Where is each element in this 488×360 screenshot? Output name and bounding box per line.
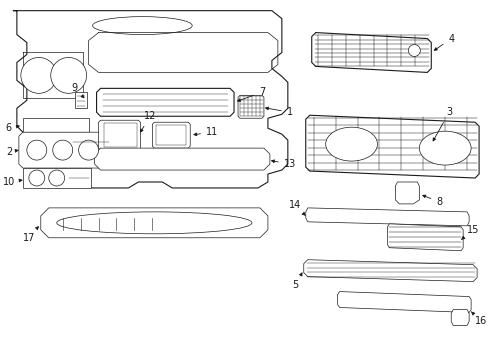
Polygon shape: [305, 115, 478, 178]
Polygon shape: [305, 208, 468, 226]
Ellipse shape: [419, 131, 470, 165]
Text: 6: 6: [6, 123, 19, 133]
Circle shape: [29, 170, 45, 186]
Text: 5: 5: [292, 273, 302, 289]
Text: 8: 8: [422, 195, 442, 207]
Polygon shape: [75, 92, 86, 108]
Polygon shape: [23, 168, 90, 188]
Text: 11: 11: [193, 127, 218, 137]
Polygon shape: [19, 132, 112, 168]
Polygon shape: [303, 260, 476, 282]
Polygon shape: [395, 182, 419, 204]
Circle shape: [21, 58, 57, 93]
Circle shape: [27, 140, 47, 160]
Ellipse shape: [325, 127, 377, 161]
Polygon shape: [99, 120, 140, 150]
Text: 15: 15: [461, 225, 478, 239]
Polygon shape: [13, 11, 287, 188]
Text: 16: 16: [470, 312, 486, 327]
Text: 13: 13: [271, 159, 295, 169]
Polygon shape: [94, 148, 269, 170]
Text: 3: 3: [432, 107, 451, 141]
Text: 2: 2: [6, 147, 18, 157]
Text: 9: 9: [71, 84, 84, 98]
Text: 7: 7: [237, 87, 264, 102]
Polygon shape: [41, 208, 267, 238]
Polygon shape: [152, 122, 190, 148]
Polygon shape: [386, 224, 462, 251]
Text: 14: 14: [288, 200, 305, 215]
Polygon shape: [23, 118, 88, 132]
Text: 17: 17: [22, 227, 38, 243]
Ellipse shape: [92, 17, 192, 35]
Circle shape: [51, 58, 86, 93]
Polygon shape: [311, 32, 430, 72]
Polygon shape: [337, 292, 470, 312]
Circle shape: [53, 140, 73, 160]
Polygon shape: [96, 88, 234, 116]
Polygon shape: [450, 310, 468, 325]
Text: 4: 4: [433, 33, 453, 50]
Circle shape: [407, 45, 420, 57]
Circle shape: [49, 170, 64, 186]
Ellipse shape: [57, 212, 251, 234]
Text: 1: 1: [265, 107, 292, 117]
Polygon shape: [238, 95, 264, 118]
Circle shape: [79, 140, 99, 160]
Text: 10: 10: [3, 177, 22, 187]
Text: 12: 12: [140, 111, 156, 132]
